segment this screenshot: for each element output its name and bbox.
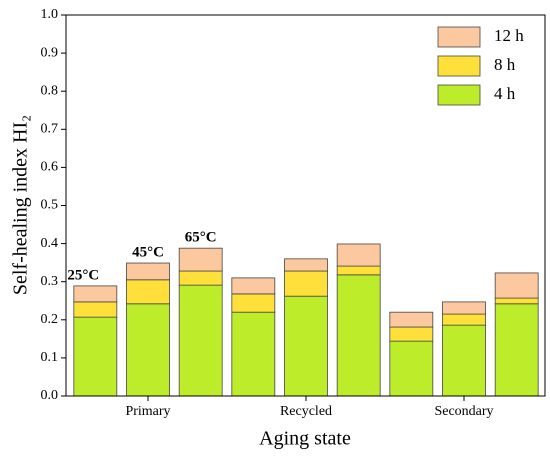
y-tick-label: 0.7 [41,122,59,137]
annotation: 25°C [67,267,99,283]
y-tick-label: 0.1 [41,350,59,365]
bar-segment [284,295,328,397]
legend-label: 12 h [494,26,524,45]
bar-segment [178,284,223,397]
bar-segment [73,285,118,303]
bar-segment [389,326,434,342]
y-tick-label: 0.9 [41,45,59,60]
y-tick-label: 0.0 [41,388,59,403]
bar-segment [178,270,223,286]
bar-segment [389,340,434,397]
legend-label: 8 h [494,55,516,74]
legend-swatch [437,55,481,77]
x-tick-label: Primary [125,404,170,419]
legend-swatch [437,84,481,106]
y-tick-label: 0.6 [41,160,59,175]
legend-swatch [437,26,481,48]
y-tick-label: 0.2 [41,312,59,327]
bar-segment [442,301,486,315]
bar-segment [73,316,118,397]
plot-frame [65,14,546,397]
bar-segment [494,297,539,305]
bar-segment [442,313,486,326]
bar-segment [126,262,170,281]
y-tick-label: 1.0 [41,7,59,22]
bar-segment [73,301,118,318]
bar-segment [284,270,328,297]
bar-segment [442,324,486,397]
y-tick-label: 0.5 [41,198,59,213]
y-tick-label: 0.8 [41,83,59,98]
bar-segment [389,311,434,328]
x-axis-label: Aging state [259,428,351,450]
x-tick-label: Secondary [434,404,493,419]
y-tick-label: 0.4 [41,236,59,251]
annotation: 65°C [185,230,217,246]
bar-segment [336,243,381,267]
bar-segment [336,274,381,397]
y-axis-label: Self-healing index HI₂ [10,115,32,295]
bar-segment [336,265,381,276]
bar-segment [178,247,223,272]
bar-segment [231,293,276,313]
annotation: 45°C [132,244,164,260]
bar-segment [494,303,539,397]
x-tick-label: Recycled [280,404,332,419]
bar-segment [284,258,328,272]
bar-segment [126,303,170,397]
legend-label: 4 h [494,84,516,103]
bar-segment [231,311,276,397]
y-tick-label: 0.3 [41,274,59,289]
bar-segment [126,279,170,305]
bar-segment [494,272,539,299]
bar-segment [231,277,276,295]
